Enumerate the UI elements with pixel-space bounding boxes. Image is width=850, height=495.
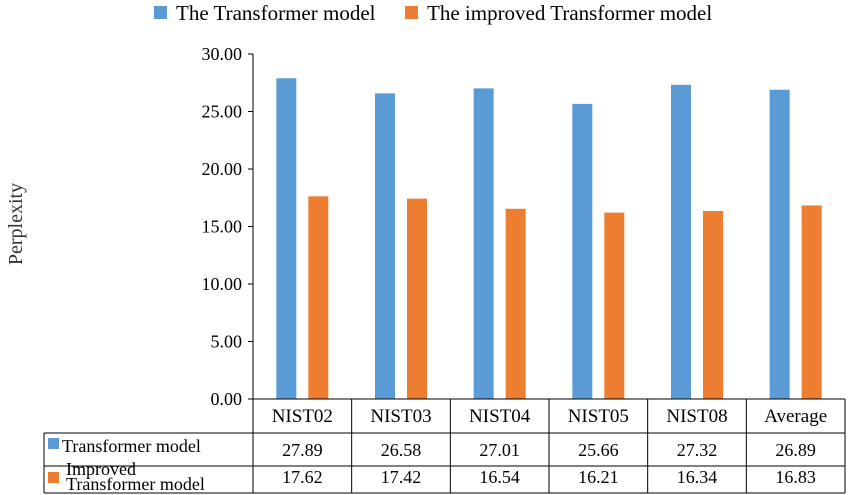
table-row-headers: Transformer model Improved Transformer m… [48, 436, 205, 494]
data-table: NIST02 NIST03 NIST04 NIST05 NIST08 Average 27.… [43, 398, 846, 494]
y-tick-label: 15.00 [202, 217, 243, 237]
x-category-label: NIST03 [370, 406, 431, 427]
table-cell-improved: 16.83 [775, 467, 816, 487]
table-cell-improved: 16.34 [677, 467, 718, 487]
bar-improved-transformer [801, 205, 822, 399]
table-cell-transformer: 27.89 [282, 440, 323, 460]
bar-improved-transformer [604, 212, 625, 399]
bar-transformer [375, 93, 395, 399]
y-tick-label: 0.00 [211, 389, 243, 409]
y-tick-label: 10.00 [202, 274, 243, 294]
x-category-label: NIST04 [469, 406, 531, 427]
table-cell-transformer: 27.32 [677, 440, 718, 460]
table-cell-transformer: 26.58 [381, 440, 422, 460]
legend-label-improved: The improved Transformer model [427, 1, 712, 25]
y-tick-label: 30.00 [202, 44, 243, 64]
y-tick-label: 20.00 [202, 159, 243, 179]
bar-transformer [572, 103, 593, 399]
y-tick-label: 25.00 [202, 102, 243, 122]
legend-label-transformer: The Transformer model [176, 1, 376, 25]
table-cell-transformer: 27.01 [479, 440, 520, 460]
table-cell-transformer: 25.66 [578, 440, 619, 460]
bar-improved-transformer [407, 198, 427, 399]
x-category-label: NIST02 [272, 406, 333, 427]
table-row-label-improved-line1: Improved [66, 459, 136, 479]
x-category-label: NIST05 [568, 406, 629, 427]
table-row-label-transformer: Transformer model [62, 436, 201, 456]
table-cell-transformer: 26.89 [775, 440, 816, 460]
bar-improved-transformer [308, 196, 329, 399]
table-cell-improved: 16.21 [578, 467, 619, 487]
bar-improved-transformer [703, 211, 723, 399]
table-cell-improved: 17.62 [282, 467, 323, 487]
bars [276, 78, 822, 399]
bar-transformer [473, 88, 494, 399]
table-row-label-improved-line2: Transformer model [66, 474, 205, 494]
x-category-label: NIST08 [666, 406, 727, 427]
legend: The Transformer model The improved Trans… [154, 1, 712, 25]
x-category-label: Average [764, 406, 827, 427]
bar-transformer [671, 84, 691, 399]
y-tick-label: 5.00 [211, 332, 243, 352]
table-cell-improved: 16.54 [479, 467, 520, 487]
bar-transformer [769, 89, 790, 399]
y-axis-ticks: 0.00 5.00 10.00 15.00 20.00 25.00 30.00 [202, 44, 254, 409]
bar-improved-transformer [505, 208, 526, 399]
table-swatch-transformer [48, 438, 59, 449]
legend-swatch-improved [405, 6, 418, 19]
bar-transformer [276, 78, 297, 399]
y-axis-title: Perplexity [5, 183, 27, 265]
table-cell-improved: 17.42 [381, 467, 422, 487]
table-swatch-improved [48, 472, 59, 483]
legend-swatch-transformer [154, 6, 167, 19]
